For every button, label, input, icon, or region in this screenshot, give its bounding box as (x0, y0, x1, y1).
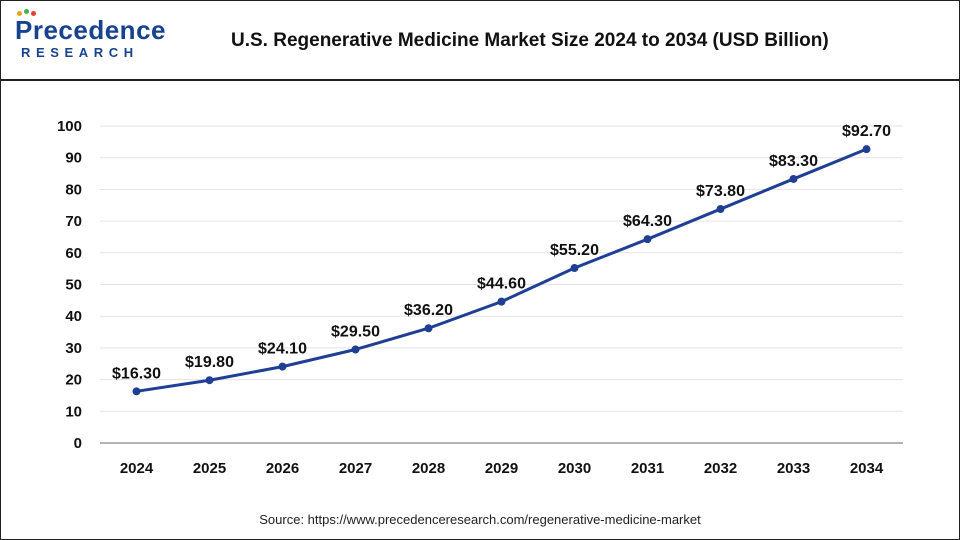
x-axis-ticks: 2024 2025 2026 2027 2028 2029 2030 2031 2032 2033… (120, 460, 884, 477)
data-point (643, 235, 652, 244)
data-label: $24.10 (258, 341, 307, 358)
data-label: $44.60 (477, 276, 526, 293)
x-tick-label: 2034 (850, 460, 884, 477)
data-point (351, 345, 360, 354)
data-point (424, 324, 433, 333)
series-line (136, 147, 868, 393)
logo-dot-icon (31, 11, 36, 16)
x-tick-label: 2028 (412, 460, 445, 477)
logo-wordmark: Precedence (15, 15, 166, 45)
data-label: $64.30 (623, 213, 672, 230)
x-tick-label: 2031 (631, 460, 664, 477)
x-tick-label: 2026 (266, 460, 299, 477)
x-tick-label: 2029 (485, 460, 518, 477)
y-tick-label: 0 (74, 435, 82, 452)
logo-dot-icon (17, 11, 22, 16)
data-label: $36.20 (404, 302, 453, 319)
data-point (862, 145, 871, 154)
y-tick-label: 60 (65, 245, 82, 262)
y-tick-label: 30 (65, 340, 82, 357)
y-axis-ticks: 0 10 20 30 40 50 60 70 80 90 100 (57, 118, 82, 452)
source-note: Source: https://www.precedenceresearch.c… (259, 512, 701, 527)
y-tick-label: 50 (65, 277, 82, 294)
data-point (278, 362, 287, 371)
data-label: $29.50 (331, 323, 380, 340)
x-tick-label: 2032 (704, 460, 737, 477)
y-tick-label: 100 (57, 118, 82, 135)
data-point (132, 387, 141, 396)
series-layer (132, 145, 871, 396)
data-point (789, 174, 798, 183)
data-label: $83.30 (769, 153, 818, 170)
data-point (716, 205, 725, 214)
y-tick-label: 40 (65, 308, 82, 325)
x-tick-label: 2033 (777, 460, 810, 477)
data-label: $55.20 (550, 242, 599, 259)
y-tick-label: 70 (65, 213, 82, 230)
data-point (497, 297, 506, 306)
x-tick-label: 2025 (193, 460, 226, 477)
y-tick-label: 80 (65, 181, 82, 198)
x-tick-label: 2030 (558, 460, 591, 477)
logo-subtitle: RESEARCH (21, 45, 139, 60)
y-tick-label: 20 (65, 372, 82, 389)
data-label: $16.30 (112, 365, 161, 382)
x-tick-label: 2027 (339, 460, 372, 477)
data-point (570, 264, 579, 273)
x-tick-label: 2024 (120, 460, 154, 477)
logo-dot-icon (24, 9, 29, 14)
chart-title: U.S. Regenerative Medicine Market Size 2… (231, 30, 829, 51)
chart-header: Precedence RESEARCH U.S. Regenerative Me… (1, 1, 959, 81)
y-tick-label: 90 (65, 150, 82, 167)
data-labels: $16.30 $19.80 $24.10 $29.50 $36.20 $44.60 $55.… (112, 123, 891, 382)
data-point (205, 376, 214, 385)
precedence-research-logo: Precedence RESEARCH (15, 9, 166, 65)
data-label: $19.80 (185, 354, 234, 371)
data-label: $92.70 (842, 123, 891, 140)
data-label: $73.80 (696, 183, 745, 200)
y-tick-label: 10 (65, 403, 82, 420)
